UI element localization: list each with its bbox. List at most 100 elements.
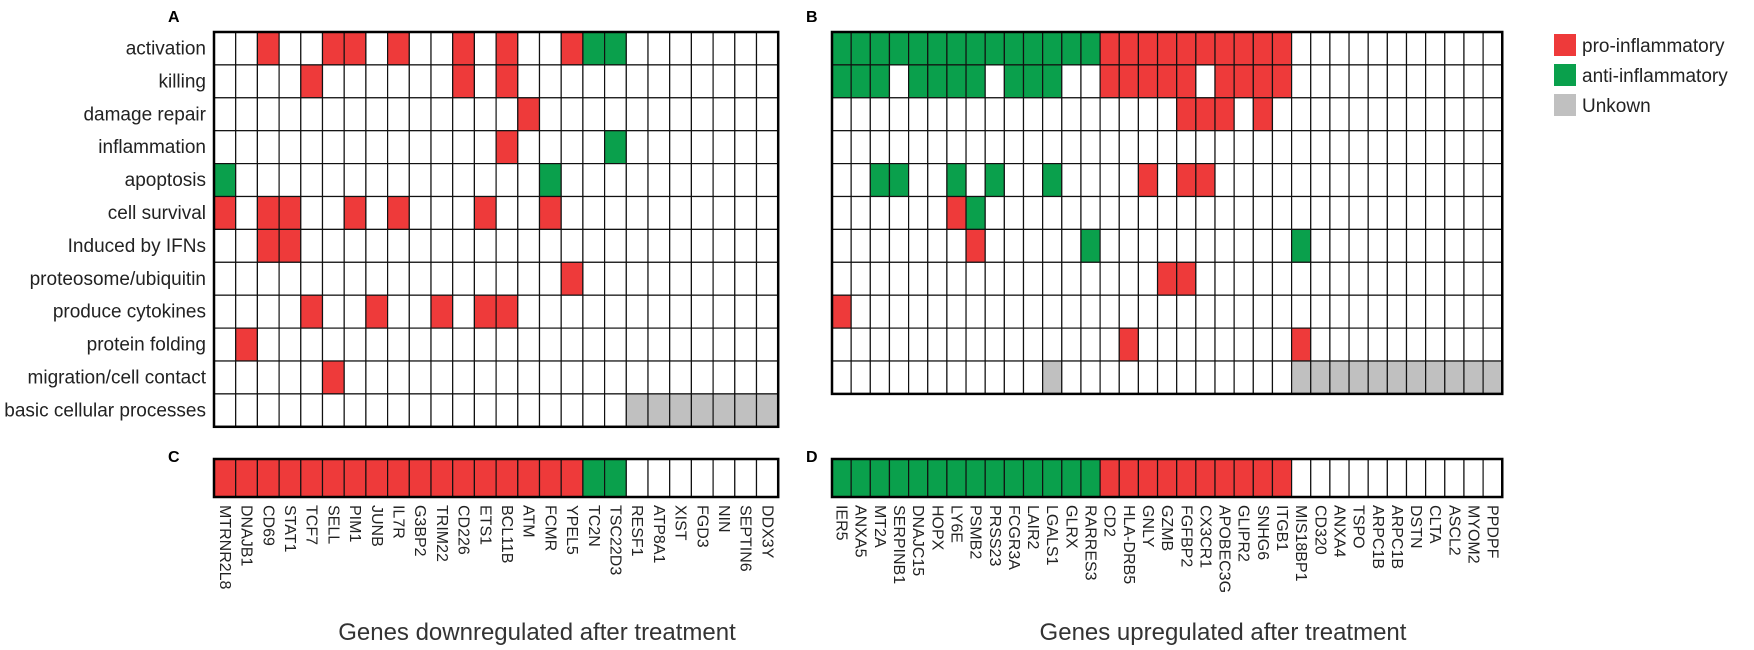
panel-b-cell xyxy=(1482,64,1503,99)
panel-a-cell xyxy=(669,130,693,165)
panel-b-cell xyxy=(946,97,967,132)
panel-b-cell xyxy=(850,261,871,296)
panel-label-d: D xyxy=(806,449,818,466)
panel-c-cell xyxy=(734,458,758,498)
panel-a-cell xyxy=(408,360,432,395)
gene-label: GNLY xyxy=(1139,505,1156,548)
panel-b-cell xyxy=(888,195,910,231)
panel-a-cell xyxy=(343,31,367,66)
panel-a-cell xyxy=(690,261,714,296)
gene-label: CD226 xyxy=(455,505,472,555)
panel-a-cell xyxy=(669,393,693,428)
panel-b-cell xyxy=(1290,327,1312,362)
panel-a-cell xyxy=(495,31,519,66)
panel-b-cell xyxy=(1310,97,1331,132)
panel-b-cell xyxy=(1329,327,1350,362)
panel-d-cell xyxy=(946,458,967,498)
gene-label: FCMR xyxy=(541,505,558,551)
panel-a-cell xyxy=(734,64,758,99)
panel-b-cell xyxy=(1080,64,1101,99)
panel-b-cell xyxy=(1348,195,1369,231)
panel-b-cell xyxy=(965,195,986,231)
panel-b-cell xyxy=(927,31,948,66)
panel-a-cell xyxy=(690,327,714,362)
panel-a-cell xyxy=(625,294,649,329)
panel-b-cell xyxy=(1425,64,1446,99)
panel-b-cell xyxy=(1329,64,1350,99)
panel-b-cell xyxy=(1003,64,1025,99)
panel-a-cell xyxy=(473,130,497,165)
panel-b-cell xyxy=(1233,294,1254,329)
panel-b-cell xyxy=(1444,31,1465,66)
gene-label: TSC22D3 xyxy=(606,505,623,575)
panel-b-cell xyxy=(1214,31,1235,66)
panel-b-cell xyxy=(869,195,891,231)
panel-b-cell xyxy=(1367,130,1388,165)
panel-b-cell xyxy=(965,228,986,263)
panel-a-cell xyxy=(235,163,258,198)
panel-b-cell xyxy=(1348,31,1369,66)
panel-b-cell xyxy=(1195,228,1216,263)
panel-b-cell xyxy=(1214,327,1235,362)
panel-b-cell xyxy=(1482,130,1503,165)
panel-a-cell xyxy=(582,97,606,132)
panel-b-cell xyxy=(1329,261,1350,296)
gene-label: ETS1 xyxy=(476,505,493,545)
panel-b-cell xyxy=(1348,97,1369,132)
panel-b-cell xyxy=(1482,163,1503,198)
panel-b-cell xyxy=(1099,195,1120,231)
panel-b-cell xyxy=(1310,163,1331,198)
panel-a-cell xyxy=(517,360,541,395)
panel-a-cell xyxy=(538,97,562,132)
panel-a-cell xyxy=(517,195,541,231)
panel-d-cell xyxy=(1329,458,1350,498)
panel-b-cell xyxy=(1367,64,1388,99)
panel-b-cell xyxy=(927,195,948,231)
panel-a-cell xyxy=(647,31,671,66)
panel-a-cell xyxy=(495,393,519,428)
gene-label: GLIPR2 xyxy=(1235,505,1252,562)
panel-a-cell xyxy=(647,360,671,395)
panel-b-cell xyxy=(850,195,871,231)
panel-a-cell xyxy=(300,228,324,263)
panel-b-cell xyxy=(965,294,986,329)
panel-b-cell xyxy=(1405,228,1427,263)
panel-b-cell xyxy=(1214,130,1235,165)
row-labels: activation killing damage repair inflammati… xyxy=(4,38,206,421)
panel-a-cell xyxy=(625,261,649,296)
panel-a-cell xyxy=(408,31,432,66)
panel-b-cell xyxy=(946,327,967,362)
panel-a-cell xyxy=(625,228,649,263)
panel-c-cell xyxy=(452,458,476,498)
panel-b-cell xyxy=(946,294,967,329)
panel-c-cell xyxy=(625,458,649,498)
panel-a-cell xyxy=(430,261,454,296)
panel-b-cell xyxy=(1195,327,1216,362)
panel-label-b: B xyxy=(806,9,818,26)
panel-c-cell xyxy=(538,458,562,498)
panel-b-cell xyxy=(946,228,967,263)
panel-a-cell xyxy=(669,294,693,329)
panel-b-cell xyxy=(1425,97,1446,132)
x-axis-label-up: Genes upregulated after treatment xyxy=(1040,619,1407,646)
panel-b-cell xyxy=(1290,228,1312,263)
panel-a-cell xyxy=(343,64,367,99)
panel-b-cell xyxy=(1444,327,1465,362)
panel-b-cell xyxy=(1367,261,1388,296)
panel-b-cell xyxy=(1022,64,1044,99)
panel-a-cell xyxy=(365,327,389,362)
gene-label: DDX3Y xyxy=(758,505,775,559)
panel-a-cell xyxy=(408,393,432,428)
gene-label: HLA-DRB5 xyxy=(1120,505,1137,584)
panel-d-cell xyxy=(1176,458,1197,498)
panel-b-cell xyxy=(1118,327,1139,362)
panel-a-cell xyxy=(647,130,671,165)
panel-a-cell xyxy=(278,261,302,296)
panel-b-cell xyxy=(1042,64,1063,99)
panel-b-cell xyxy=(1329,31,1350,66)
panel-b-cell xyxy=(888,294,910,329)
panel-d-cell xyxy=(1405,458,1427,498)
panel-a-cell xyxy=(430,195,454,231)
panel-b-cell xyxy=(869,31,891,66)
panel-b-cell xyxy=(946,195,967,231)
